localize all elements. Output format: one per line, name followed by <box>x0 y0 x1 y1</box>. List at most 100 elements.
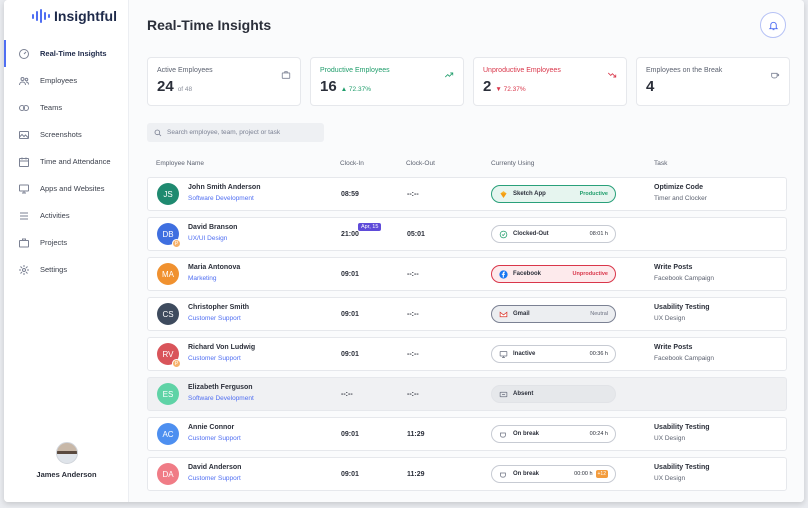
column-header-employee[interactable]: Employee Name <box>156 160 205 167</box>
column-header-task[interactable]: Task <box>654 160 668 167</box>
app-name: Sketch App <box>513 191 546 197</box>
employee-name[interactable]: David Anderson <box>188 464 242 471</box>
sidebar-item-real-time-insights[interactable]: Real-Time Insights <box>4 40 129 67</box>
sidebar-item-settings[interactable]: Settings <box>4 256 129 283</box>
search-icon <box>154 129 162 136</box>
app-name: Inactive <box>513 351 536 357</box>
sidebar-item-teams[interactable]: Teams <box>4 94 129 121</box>
card-value-row: 2 ▼ 72.37% <box>483 78 617 95</box>
sidebar-item-time-and-attendance[interactable]: Time and Attendance <box>4 148 129 175</box>
pill-status: 00:36 h <box>589 351 608 357</box>
currently-using-pill[interactable]: On break 00:00 h +12 <box>491 465 616 483</box>
column-header-clock-out[interactable]: Clock-Out <box>406 160 435 167</box>
clock-in: 08:59 <box>341 190 359 198</box>
employee-name[interactable]: Annie Connor <box>188 424 235 431</box>
card-active-employees[interactable]: Active Employees 24 of 48 <box>147 57 301 106</box>
avatar <box>55 442 78 464</box>
currently-using-pill[interactable]: Gmail Neutral <box>491 305 616 323</box>
user-profile[interactable]: James Anderson <box>4 442 129 479</box>
pill-status: Unproductive <box>572 271 608 277</box>
table-row[interactable]: AC Annie Connor Customer Support 09:01 11:29… <box>147 417 787 451</box>
currently-using-pill[interactable]: Absent <box>491 385 616 403</box>
app-name: Facebook <box>513 271 542 277</box>
summary-cards: Active Employees 24 of 48 Productive Employ… <box>147 57 790 106</box>
clock-in: 09:01 <box>341 430 359 438</box>
task-info: Optimize Code Timer and Clocker <box>654 184 707 202</box>
sidebar-item-label: Screenshots <box>40 130 82 139</box>
clock-in: 09:01 <box>341 310 359 318</box>
table-row[interactable]: DB P David Branson UX/UI Design 21:00 Apr, 15… <box>147 217 787 251</box>
trend-up-icon <box>444 67 454 78</box>
currently-using-pill[interactable]: On break 00:24 h <box>491 425 616 443</box>
sidebar-item-label: Activities <box>40 211 70 220</box>
card-sub: ▲ 72.37% <box>340 86 371 93</box>
table-row[interactable]: DA David Anderson Customer Support 09:01 11:… <box>147 457 787 491</box>
table-row[interactable]: ES Elizabeth Ferguson Software Development… <box>147 377 787 411</box>
task-title[interactable]: Write Posts <box>654 344 693 351</box>
clock-in: 09:01 <box>341 470 359 478</box>
column-header-currently-using[interactable]: Currenty Using <box>491 160 535 167</box>
avatar: AC <box>157 423 179 445</box>
card-unproductive-employees[interactable]: Unproductive Employees 2 ▼ 72.37% <box>473 57 627 106</box>
currently-using-pill[interactable]: Sketch App Productive <box>491 185 616 203</box>
avatar-initials: RV <box>162 349 174 359</box>
task-project: Facebook Campaign <box>654 355 714 362</box>
currently-using-pill[interactable]: Facebook Unproductive <box>491 265 616 283</box>
currently-using-pill[interactable]: Inactive 00:36 h <box>491 345 616 363</box>
employee-team: Software Development <box>188 195 254 202</box>
gauge-icon <box>18 48 30 60</box>
app-name: On break <box>513 431 540 437</box>
employee-name[interactable]: John Smith Anderson <box>188 184 261 191</box>
table-row[interactable]: CS Christopher Smith Customer Support 09:01… <box>147 297 787 331</box>
sidebar-item-projects[interactable]: Projects <box>4 229 129 256</box>
sidebar-item-label: Time and Attendance <box>40 157 111 166</box>
column-header-clock-in[interactable]: Clock-In <box>340 160 364 167</box>
sidebar-item-screenshots[interactable]: Screenshots <box>4 121 129 148</box>
sidebar-item-activities[interactable]: Activities <box>4 202 129 229</box>
table-row[interactable]: RV P Richard Von Ludwig Customer Support 09:… <box>147 337 787 371</box>
employee-team: Customer Support <box>188 475 241 482</box>
table-row[interactable]: MA Maria Antonova Marketing 09:01 --:-- Faceb… <box>147 257 787 291</box>
sidebar-nav: Real-Time Insights Employees Teams Screensh… <box>4 40 129 283</box>
card-employees-on-the-break[interactable]: Employees on the Break 4 <box>636 57 790 106</box>
card-sub: ▼ 72.37% <box>495 86 526 93</box>
notifications-button[interactable] <box>760 12 786 38</box>
main-content: Real-Time Insights Active Employees 24 of … <box>129 0 804 502</box>
task-title[interactable]: Optimize Code <box>654 184 704 191</box>
image-icon <box>18 129 30 141</box>
employee-info: Richard Von Ludwig Customer Support <box>188 344 255 362</box>
card-label: Productive Employees <box>320 67 390 74</box>
currently-using-pill[interactable]: Clocked-Out 08:01 h <box>491 225 616 243</box>
employee-name[interactable]: Christopher Smith <box>188 304 250 311</box>
app-name: Absent <box>513 391 534 397</box>
task-title[interactable]: Usability Testing <box>654 464 710 471</box>
task-title[interactable]: Write Posts <box>654 264 693 271</box>
facebook-icon <box>499 269 508 279</box>
app-name: Clocked-Out <box>513 231 549 237</box>
avatar-initials: MA <box>162 269 174 279</box>
brand-logo[interactable]: Insightful <box>32 8 117 24</box>
briefcase-icon <box>18 237 30 249</box>
employee-team: Customer Support <box>188 435 241 442</box>
sidebar-item-label: Teams <box>40 103 63 112</box>
employee-name[interactable]: Elizabeth Ferguson <box>188 384 253 391</box>
card-label: Unproductive Employees <box>483 67 561 74</box>
employee-name[interactable]: David Branson <box>188 224 238 231</box>
table-row[interactable]: JS John Smith Anderson Software Developmen… <box>147 177 787 211</box>
sidebar-item-apps-and-websites[interactable]: Apps and Websites <box>4 175 129 202</box>
bell-icon <box>768 21 778 30</box>
task-title[interactable]: Usability Testing <box>654 304 710 311</box>
sidebar-item-label: Projects <box>40 238 68 247</box>
employee-info: Annie Connor Customer Support <box>188 424 241 442</box>
card-value-row: 16 ▲ 72.37% <box>320 78 454 95</box>
card-productive-employees[interactable]: Productive Employees 16 ▲ 72.37% <box>310 57 464 106</box>
employee-name[interactable]: Maria Antonova <box>188 264 241 271</box>
avatar: MA <box>157 263 179 285</box>
avatar-initials: ES <box>162 389 174 399</box>
sidebar-item-employees[interactable]: Employees <box>4 67 129 94</box>
search-box[interactable] <box>147 123 324 142</box>
search-input[interactable] <box>167 129 317 136</box>
task-title[interactable]: Usability Testing <box>654 424 710 431</box>
absent-icon <box>499 390 508 399</box>
employee-name[interactable]: Richard Von Ludwig <box>188 344 256 351</box>
